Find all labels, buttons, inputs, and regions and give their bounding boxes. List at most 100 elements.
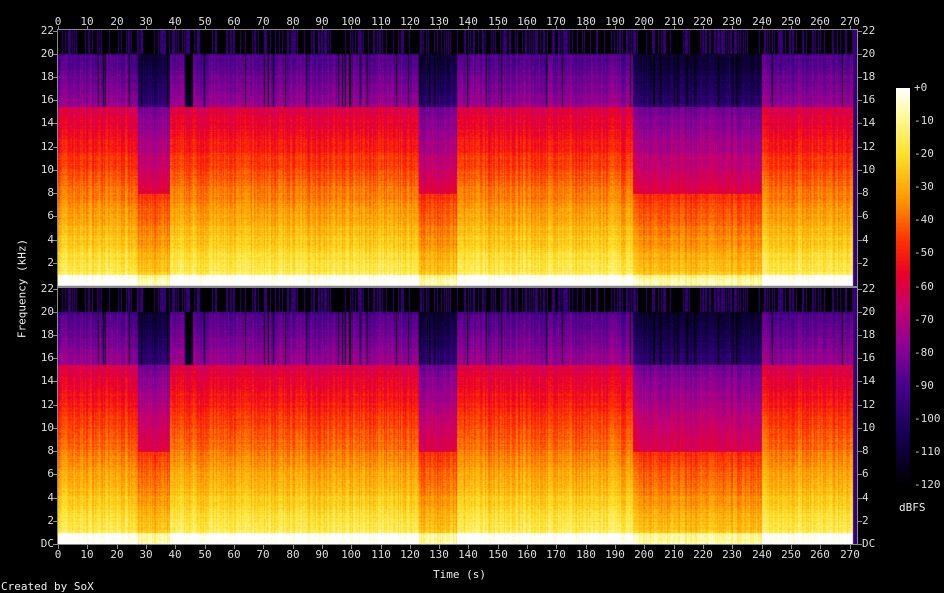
- y-tick-mark-right: [858, 381, 862, 382]
- y-tick-mark-left: [53, 451, 57, 452]
- x-axis-label: Time (s): [433, 568, 486, 581]
- colorbar-tick-label: -70: [914, 313, 934, 326]
- y-tick-mark-right: [858, 474, 862, 475]
- y-tick-mark-left: [53, 240, 57, 241]
- x-tick-mark-bottom: [644, 545, 645, 549]
- x-tick-label-top: 160: [517, 15, 537, 28]
- x-tick-label-top: 240: [752, 15, 772, 28]
- spectrogram-image: [58, 30, 857, 544]
- y-tick-label-right: 18: [862, 328, 876, 341]
- y-tick-mark-right: [858, 216, 862, 217]
- x-tick-label-top: 90: [315, 15, 329, 28]
- x-tick-mark-bottom: [527, 545, 528, 549]
- colorbar-tick-label: -50: [914, 246, 934, 259]
- x-tick-label-bottom: 200: [634, 548, 654, 561]
- x-tick-mark-bottom: [146, 545, 147, 549]
- x-tick-mark-bottom: [468, 545, 469, 549]
- y-tick-mark-left: [53, 31, 57, 32]
- y-tick-label-left: 18: [40, 328, 54, 341]
- y-tick-label-left: 12: [40, 398, 54, 411]
- y-tick-label-right: 6: [862, 467, 869, 480]
- x-tick-mark-bottom: [410, 545, 411, 549]
- colorbar-tick-label: -30: [914, 180, 934, 193]
- y-tick-label-left: 6: [47, 209, 54, 222]
- y-tick-label-right: 18: [862, 70, 876, 83]
- x-tick-mark-top: [293, 26, 294, 30]
- x-tick-mark-top: [234, 26, 235, 30]
- y-tick-mark-right: [858, 100, 862, 101]
- y-tick-label-left: 14: [40, 374, 54, 387]
- x-tick-label-top: 220: [693, 15, 713, 28]
- x-tick-mark-bottom: [703, 545, 704, 549]
- y-tick-mark-left: [53, 216, 57, 217]
- y-tick-label-left: 22: [40, 282, 54, 295]
- y-tick-mark-right: [858, 428, 862, 429]
- x-tick-mark-top: [791, 26, 792, 30]
- x-tick-label-bottom: 110: [371, 548, 391, 561]
- y-tick-mark-left: [53, 428, 57, 429]
- x-tick-mark-bottom: [351, 545, 352, 549]
- colorbar-tick-label: -100: [914, 412, 941, 425]
- x-tick-label-bottom: 70: [256, 548, 270, 561]
- y-tick-label-left: 4: [47, 491, 54, 504]
- y-tick-label-left: 8: [47, 186, 54, 199]
- y-tick-mark-right: [858, 521, 862, 522]
- y-tick-label-left: DC: [40, 537, 54, 550]
- y-tick-label-left: 12: [40, 140, 54, 153]
- x-tick-mark-top: [762, 26, 763, 30]
- y-tick-label-left: 14: [40, 116, 54, 129]
- x-tick-mark-top: [644, 26, 645, 30]
- x-tick-label-bottom: 0: [54, 548, 62, 561]
- x-tick-label-bottom: 20: [110, 548, 124, 561]
- x-tick-mark-bottom: [586, 545, 587, 549]
- x-tick-mark-top: [674, 26, 675, 30]
- x-tick-mark-bottom: [674, 545, 675, 549]
- colorbar-tick-label: -40: [914, 213, 934, 226]
- x-tick-label-top: 120: [400, 15, 420, 28]
- x-tick-label-top: 100: [341, 15, 361, 28]
- x-tick-mark-top: [439, 26, 440, 30]
- x-tick-label-top: 170: [546, 15, 566, 28]
- x-tick-label-bottom: 250: [781, 548, 801, 561]
- y-tick-label-left: 20: [40, 47, 54, 60]
- y-tick-label-right: 8: [862, 444, 869, 457]
- x-tick-label-top: 70: [256, 15, 270, 28]
- x-tick-label-bottom: 170: [546, 548, 566, 561]
- x-tick-label-top: 190: [605, 15, 625, 28]
- x-tick-label-bottom: 50: [198, 548, 212, 561]
- y-tick-mark-right: [858, 31, 862, 32]
- x-tick-mark-bottom: [615, 545, 616, 549]
- y-tick-mark-right: [858, 263, 862, 264]
- y-tick-label-right: 4: [862, 491, 869, 504]
- x-tick-label-bottom: 10: [80, 548, 94, 561]
- y-tick-label-left: 16: [40, 351, 54, 364]
- y-tick-mark-right: [858, 77, 862, 78]
- y-tick-label-left: 18: [40, 70, 54, 83]
- colorbar-tick-label: -90: [914, 379, 934, 392]
- x-tick-label-bottom: 30: [139, 548, 153, 561]
- y-axis-label: Frequency (kHz): [15, 238, 29, 339]
- x-tick-mark-bottom: [175, 545, 176, 549]
- x-tick-mark-bottom: [791, 545, 792, 549]
- y-tick-label-left: 22: [40, 24, 54, 37]
- y-tick-mark-right: [858, 289, 862, 290]
- x-tick-mark-bottom: [820, 545, 821, 549]
- x-tick-label-top: 130: [429, 15, 449, 28]
- x-tick-mark-top: [175, 26, 176, 30]
- x-tick-label-bottom: 180: [576, 548, 596, 561]
- y-tick-mark-left: [53, 521, 57, 522]
- y-tick-mark-right: [858, 335, 862, 336]
- x-tick-label-bottom: 220: [693, 548, 713, 561]
- x-tick-mark-bottom: [322, 545, 323, 549]
- x-tick-mark-top: [322, 26, 323, 30]
- y-tick-label-left: 8: [47, 444, 54, 457]
- y-tick-mark-left: [53, 381, 57, 382]
- x-tick-mark-bottom: [381, 545, 382, 549]
- x-tick-label-top: 60: [227, 15, 241, 28]
- x-tick-mark-top: [732, 26, 733, 30]
- x-tick-mark-bottom: [58, 545, 59, 549]
- x-tick-label-bottom: 210: [664, 548, 684, 561]
- x-tick-label-bottom: 40: [168, 548, 182, 561]
- y-tick-label-right: 12: [862, 140, 876, 153]
- x-tick-label-bottom: 90: [315, 548, 329, 561]
